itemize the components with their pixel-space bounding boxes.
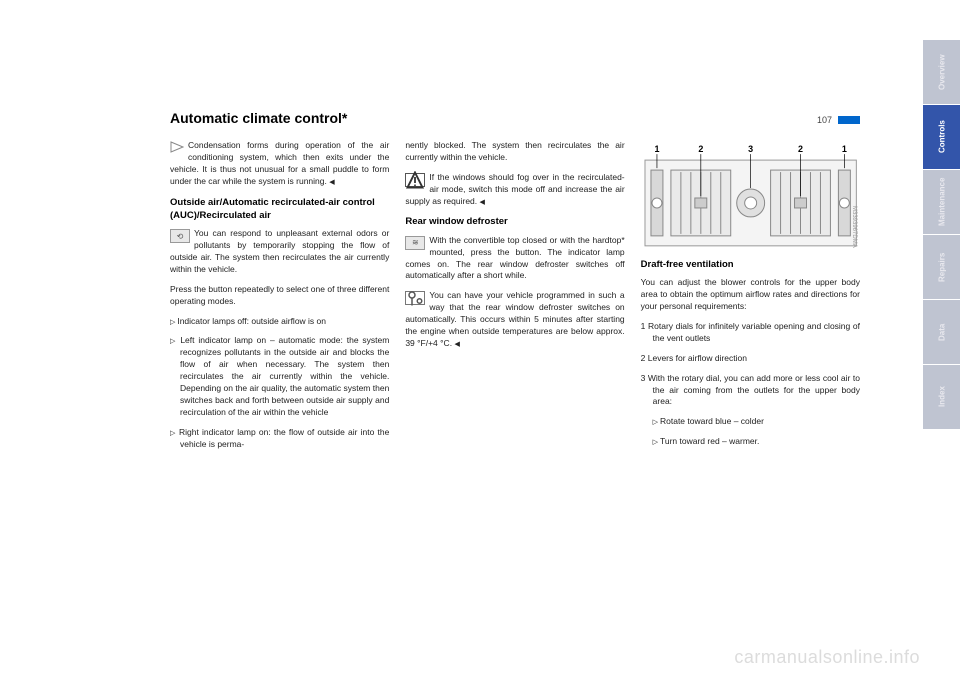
fig-label-1b: 1 (842, 144, 847, 154)
end-mark: ◀ (329, 179, 334, 186)
column-2: nently blocked. The system then recircul… (405, 140, 624, 458)
tab-maintenance[interactable]: Maintenance (923, 170, 960, 234)
info-arrow-icon (170, 141, 184, 153)
figure-ref: M3393967DMA (850, 206, 858, 248)
bullet-red-warmer: Turn toward red – warmer. (653, 436, 860, 448)
end-mark: ◀ (454, 341, 459, 348)
text: With the convertible top closed or with … (405, 235, 624, 281)
columns: Condensation forms during operation of t… (170, 140, 860, 458)
page-content: Automatic climate control* 107 Condensat… (170, 110, 860, 620)
heading-rear-defroster: Rear window defroster (405, 215, 624, 228)
para-press-button: Press the button repeatedly to select on… (170, 284, 389, 308)
item-2-levers: 2 Levers for airflow direction (641, 353, 860, 365)
pagenum-area: 107 (817, 115, 860, 125)
end-mark: ◀ (480, 199, 485, 206)
tab-overview[interactable]: Overview (923, 40, 960, 104)
item-3-dial: 3 With the rotary dial, you can add more… (641, 373, 860, 409)
item-1-rotary: 1 Rotary dials for infinitely variable o… (641, 321, 860, 345)
fig-label-2b: 2 (798, 144, 803, 154)
text: You can have your vehicle programmed in … (405, 290, 624, 348)
side-tabs: Overview Controls Maintenance Repairs Da… (923, 40, 960, 430)
para-warning-fog: If the windows should fog over in the re… (405, 172, 624, 208)
text: If the windows should fog over in the re… (405, 172, 624, 206)
tab-repairs[interactable]: Repairs (923, 235, 960, 299)
defroster-icon: ≋ (405, 236, 425, 250)
para-condensation: Condensation forms during operation of t… (170, 140, 389, 188)
page-marker-bar (838, 116, 860, 124)
bullet-left-lamp: Left indicator lamp on – automatic mode:… (170, 335, 389, 418)
text: Condensation forms during operation of t… (170, 140, 389, 186)
para-blocked: nently blocked. The system then recircul… (405, 140, 624, 164)
bullet-lamps-off: Indicator lamps off: outside airflow is … (170, 316, 389, 328)
bullet-right-lamp: Right indicator lamp on: the flow of out… (170, 427, 389, 451)
warning-icon (405, 173, 425, 187)
key-person-icon (405, 291, 425, 305)
para-auc-intro: ⟲ You can respond to unpleasant external… (170, 228, 389, 276)
tab-controls[interactable]: Controls (923, 105, 960, 169)
page-number: 107 (817, 115, 832, 125)
text: You can respond to unpleasant external o… (170, 228, 389, 274)
tab-index[interactable]: Index (923, 365, 960, 429)
para-defroster: ≋ With the convertible top closed or wit… (405, 235, 624, 283)
heading-draft-free: Draft-free ventilation (641, 258, 860, 271)
bullet-blue-colder: Rotate toward blue – colder (653, 416, 860, 428)
para-draft-intro: You can adjust the blower controls for t… (641, 277, 860, 313)
tab-data[interactable]: Data (923, 300, 960, 364)
column-3: 1 2 3 2 1 M3393967DMA Dr (641, 140, 860, 458)
fig-label-2: 2 (698, 144, 703, 154)
column-1: Condensation forms during operation of t… (170, 140, 389, 458)
title-row: Automatic climate control* 107 (170, 110, 860, 126)
watermark: carmanualsonline.info (734, 647, 920, 668)
para-programmed: You can have your vehicle programmed in … (405, 290, 624, 349)
heading-auc: Outside air/Automatic recirculated-air c… (170, 196, 389, 223)
vent-figure: 1 2 3 2 1 M3393967DMA (641, 140, 860, 250)
page-title: Automatic climate control* (170, 110, 347, 126)
recirculate-icon: ⟲ (170, 229, 190, 243)
fig-label-3: 3 (748, 144, 753, 154)
fig-label-1: 1 (654, 144, 659, 154)
